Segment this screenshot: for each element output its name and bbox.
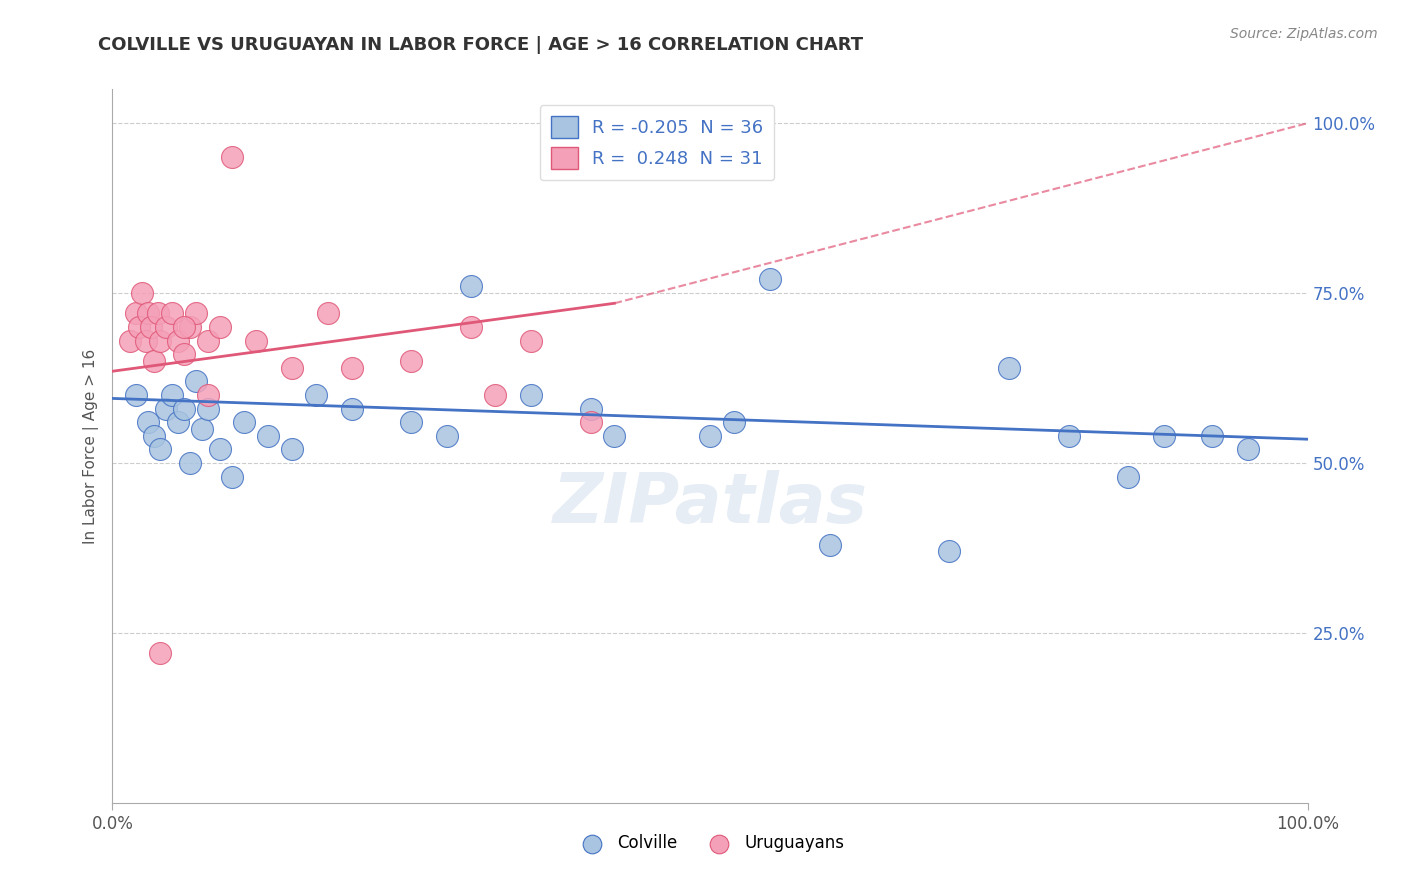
Point <box>316 306 339 320</box>
Text: ZIPatlas: ZIPatlas <box>553 469 868 537</box>
Point <box>233 415 256 429</box>
Point <box>125 306 148 320</box>
Point <box>460 279 482 293</box>
Point <box>173 320 195 334</box>
Point <box>281 442 304 457</box>
Point <box>209 442 232 457</box>
Point <box>281 360 304 375</box>
Point <box>1237 442 1260 457</box>
Point <box>520 334 543 348</box>
Point <box>155 401 177 416</box>
Point <box>759 272 782 286</box>
Point <box>167 334 190 348</box>
Point <box>173 401 195 416</box>
Point <box>186 306 208 320</box>
Point <box>603 429 626 443</box>
Point <box>197 334 219 348</box>
Point <box>179 456 201 470</box>
Point <box>143 354 166 368</box>
Point <box>197 388 219 402</box>
Point <box>146 306 169 320</box>
Point <box>120 334 142 348</box>
Y-axis label: In Labor Force | Age > 16: In Labor Force | Age > 16 <box>83 349 98 543</box>
Point <box>520 388 543 402</box>
Point <box>401 354 423 368</box>
Point <box>128 320 150 334</box>
Point <box>938 544 960 558</box>
Point <box>818 537 841 551</box>
Point <box>138 306 160 320</box>
Point <box>179 320 201 334</box>
Point <box>998 360 1021 375</box>
Point <box>209 320 232 334</box>
Point <box>173 347 195 361</box>
Point <box>138 415 160 429</box>
Point <box>135 334 157 348</box>
Point <box>699 429 721 443</box>
Point <box>221 150 243 164</box>
Point <box>579 401 602 416</box>
Point <box>149 646 172 660</box>
Point <box>197 401 219 416</box>
Point <box>436 429 458 443</box>
Point <box>139 320 162 334</box>
Point <box>125 388 148 402</box>
Point <box>340 360 363 375</box>
Point <box>484 388 506 402</box>
Point <box>162 388 183 402</box>
Point <box>131 286 153 301</box>
Point <box>167 415 190 429</box>
Point <box>155 320 177 334</box>
Text: Source: ZipAtlas.com: Source: ZipAtlas.com <box>1230 27 1378 41</box>
Point <box>162 306 183 320</box>
Point <box>401 415 423 429</box>
Point <box>143 429 166 443</box>
Point <box>191 422 214 436</box>
Point <box>723 415 745 429</box>
Point <box>1057 429 1080 443</box>
Point <box>579 415 602 429</box>
Point <box>1201 429 1223 443</box>
Point <box>1118 469 1140 483</box>
Point <box>257 429 280 443</box>
Text: COLVILLE VS URUGUAYAN IN LABOR FORCE | AGE > 16 CORRELATION CHART: COLVILLE VS URUGUAYAN IN LABOR FORCE | A… <box>98 36 863 54</box>
Point <box>460 320 482 334</box>
Point <box>340 401 363 416</box>
Point <box>305 388 328 402</box>
Point <box>149 334 172 348</box>
Legend: Colville, Uruguayans: Colville, Uruguayans <box>569 828 851 859</box>
Point <box>186 375 208 389</box>
Point <box>245 334 267 348</box>
Point <box>149 442 172 457</box>
Point <box>221 469 243 483</box>
Point <box>1153 429 1175 443</box>
